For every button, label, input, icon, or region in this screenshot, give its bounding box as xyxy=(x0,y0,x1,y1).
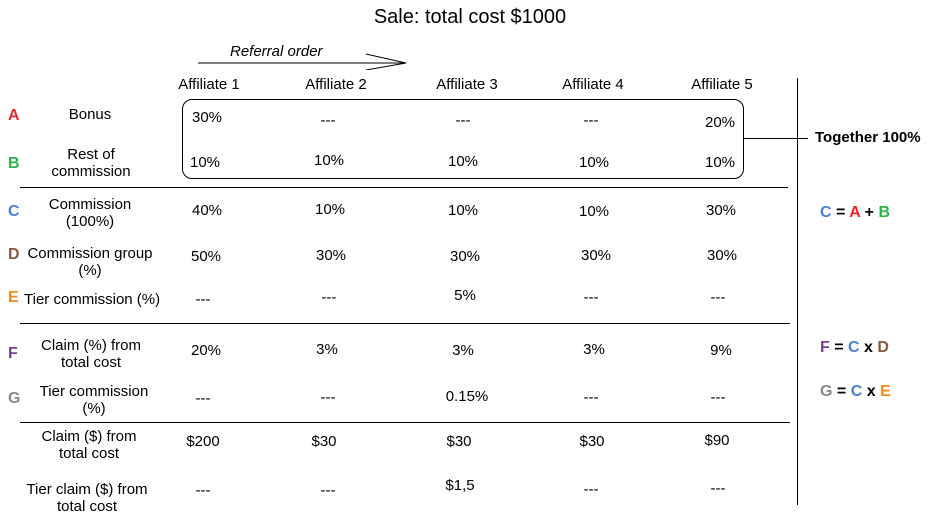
formula-g-b: E xyxy=(880,383,891,400)
cell-a-1: 30% xyxy=(191,109,223,126)
cell-e-3: 5% xyxy=(454,287,476,304)
cell-claim-1: $200 xyxy=(186,433,220,450)
row-label-tier-commission: Tier commission (%) xyxy=(24,291,161,308)
cell-claim-3: $30 xyxy=(446,433,472,450)
cell-a-3: --- xyxy=(455,112,471,129)
affiliate-header-2: Affiliate 2 xyxy=(305,76,367,93)
row-label-claim-dollar: Claim ($) from total cost xyxy=(41,428,137,462)
page-title: Sale: total cost $1000 xyxy=(373,6,567,28)
cell-f-4: 3% xyxy=(583,341,605,358)
cell-tierclaim-5: --- xyxy=(710,480,726,497)
row-label-claim-percent: Claim (%) from total cost xyxy=(41,337,141,371)
row-letter-d: D xyxy=(8,246,20,263)
cell-e-2: --- xyxy=(321,289,337,306)
cell-a-2: --- xyxy=(320,112,336,129)
cell-g-5: --- xyxy=(710,389,726,406)
cell-tierclaim-1: --- xyxy=(195,482,211,499)
cell-c-5: 30% xyxy=(705,202,737,219)
cell-f-3: 3% xyxy=(452,342,474,359)
separator-2 xyxy=(20,323,790,324)
formula-c-b: B xyxy=(878,204,890,221)
formula-f-eq: = xyxy=(834,339,844,356)
cell-e-5: --- xyxy=(710,289,726,306)
cell-c-4: 10% xyxy=(578,203,610,220)
cell-tierclaim-2: --- xyxy=(320,482,336,499)
cell-b-2: 10% xyxy=(313,152,345,169)
cell-claim-4: $30 xyxy=(579,433,605,450)
row-letter-f: F xyxy=(8,345,18,362)
cell-b-1: 10% xyxy=(189,154,221,171)
formula-g-eq: = xyxy=(836,383,847,400)
row-letter-g: G xyxy=(8,390,21,407)
cell-tierclaim-4: --- xyxy=(583,481,599,498)
cell-g-3: 0.15% xyxy=(445,388,489,405)
row-label-commission: Commission (100%) xyxy=(48,196,132,230)
cell-c-1: 40% xyxy=(191,202,223,219)
cell-g-2: --- xyxy=(320,389,336,406)
formula-c-a: A xyxy=(849,204,861,221)
row-label-rest-of-commission: Rest of commission xyxy=(51,146,131,180)
cell-claim-2: $30 xyxy=(311,433,337,450)
formula-f-b: D xyxy=(877,339,889,356)
separator-3 xyxy=(20,422,790,423)
referral-arrow-icon xyxy=(198,53,407,70)
row-label-tier-commission-g: Tier commission (%) xyxy=(39,383,149,417)
cell-f-5: 9% xyxy=(710,342,732,359)
formula-f-a: C xyxy=(848,339,860,356)
formula-g-lhs: G xyxy=(820,383,833,400)
row-letter-b: B xyxy=(8,155,20,172)
referral-order-label: Referral order xyxy=(230,43,323,60)
cell-a-5: 20% xyxy=(704,114,736,131)
row-letter-e: E xyxy=(8,289,19,306)
cell-a-4: --- xyxy=(583,112,599,129)
formula-f-op: x xyxy=(864,339,873,356)
row-label-commission-group: Commission group (%) xyxy=(27,245,153,279)
formula-c-eq: = xyxy=(836,204,846,221)
formula-c: C = A + B xyxy=(820,204,890,222)
cell-g-1: --- xyxy=(195,390,211,407)
cell-b-4: 10% xyxy=(578,154,610,171)
formula-c-lhs: C xyxy=(820,204,832,221)
cell-f-1: 20% xyxy=(190,342,222,359)
right-divider xyxy=(797,78,798,505)
formula-g: G = C x E xyxy=(820,383,891,401)
affiliate-header-3: Affiliate 3 xyxy=(436,76,498,93)
row-label-tier-claim-dollar: Tier claim ($) from total cost xyxy=(26,481,148,515)
affiliate-header-1: Affiliate 1 xyxy=(178,76,240,93)
cell-d-4: 30% xyxy=(580,247,612,264)
cell-f-2: 3% xyxy=(316,341,338,358)
cell-d-3: 30% xyxy=(449,248,481,265)
row-letter-c: C xyxy=(8,203,20,220)
formula-g-a: C xyxy=(850,383,863,400)
row-label-bonus: Bonus xyxy=(68,106,112,123)
together-connector xyxy=(743,138,808,139)
together-label: Together 100% xyxy=(815,129,921,146)
row-letter-a: A xyxy=(8,107,20,124)
affiliate-header-5: Affiliate 5 xyxy=(691,76,753,93)
cell-c-3: 10% xyxy=(447,202,479,219)
cell-tierclaim-3: $1,5 xyxy=(445,477,475,494)
formula-f: F = C x D xyxy=(820,339,889,357)
cell-d-5: 30% xyxy=(706,247,738,264)
cell-e-4: --- xyxy=(583,289,599,306)
cell-d-2: 30% xyxy=(315,247,347,264)
cell-d-1: 50% xyxy=(190,248,222,265)
formula-g-op: x xyxy=(866,383,876,400)
cell-b-3: 10% xyxy=(447,153,479,170)
affiliate-header-4: Affiliate 4 xyxy=(562,76,624,93)
formula-f-lhs: F xyxy=(820,339,830,356)
formula-c-op: + xyxy=(864,204,874,221)
cell-c-2: 10% xyxy=(314,201,346,218)
bonus-rest-box xyxy=(182,99,744,179)
cell-e-1: --- xyxy=(195,291,211,308)
cell-g-4: --- xyxy=(583,389,599,406)
cell-claim-5: $90 xyxy=(704,432,730,449)
cell-b-5: 10% xyxy=(704,154,736,171)
separator-1 xyxy=(20,187,788,188)
